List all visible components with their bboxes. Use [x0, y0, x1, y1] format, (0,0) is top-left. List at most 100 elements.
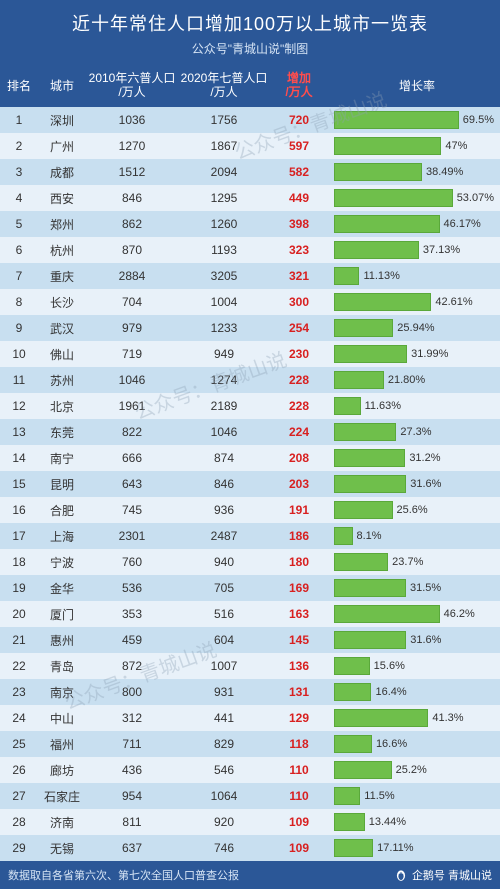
- cell-pop2020: 705: [178, 581, 270, 595]
- cell-increase: 321: [270, 269, 328, 283]
- cell-pop2010: 2884: [86, 269, 178, 283]
- cell-increase: 398: [270, 217, 328, 231]
- rate-label: 41.3%: [432, 712, 463, 724]
- cell-pop2010: 643: [86, 477, 178, 491]
- cell-rate: 17.11%: [328, 839, 500, 857]
- rate-bar: [334, 215, 440, 233]
- table-row: 28济南81192010913.44%: [0, 809, 500, 835]
- rate-label: 11.63%: [365, 400, 402, 412]
- cell-pop2010: 719: [86, 347, 178, 361]
- table-row: 13东莞822104622427.3%: [0, 419, 500, 445]
- cell-city: 深圳: [38, 112, 86, 129]
- cell-increase: 118: [270, 737, 328, 751]
- cell-city: 石家庄: [38, 788, 86, 805]
- cell-rate: 23.7%: [328, 553, 500, 571]
- table-header: 排名 城市 2010年六普人口 /万人 2020年七普人口 /万人 增加 /万人…: [0, 63, 500, 107]
- cell-rank: 13: [0, 425, 38, 439]
- cell-city: 南宁: [38, 450, 86, 467]
- cell-city: 杭州: [38, 242, 86, 259]
- table-row: 3成都1512209458238.49%: [0, 159, 500, 185]
- cell-rate: 31.6%: [328, 631, 500, 649]
- cell-rank: 2: [0, 139, 38, 153]
- rate-bar: [334, 267, 359, 285]
- col-header-2020: 2020年七普人口 /万人: [178, 71, 270, 100]
- cell-increase: 449: [270, 191, 328, 205]
- cell-rate: 25.94%: [328, 319, 500, 337]
- rate-bar: [334, 735, 372, 753]
- cell-pop2020: 920: [178, 815, 270, 829]
- cell-pop2020: 2189: [178, 399, 270, 413]
- cell-pop2010: 312: [86, 711, 178, 725]
- cell-rate: 27.3%: [328, 423, 500, 441]
- cell-city: 无锡: [38, 840, 86, 857]
- cell-rate: 38.49%: [328, 163, 500, 181]
- cell-increase: 228: [270, 373, 328, 387]
- cell-increase: 203: [270, 477, 328, 491]
- cell-increase: 597: [270, 139, 328, 153]
- cell-increase: 720: [270, 113, 328, 127]
- rate-label: 53.07%: [457, 192, 494, 204]
- cell-rank: 28: [0, 815, 38, 829]
- rate-bar: [334, 371, 384, 389]
- cell-increase: 582: [270, 165, 328, 179]
- cell-rate: 25.2%: [328, 761, 500, 779]
- cell-pop2010: 979: [86, 321, 178, 335]
- cell-pop2010: 2301: [86, 529, 178, 543]
- rate-label: 31.2%: [409, 452, 440, 464]
- rate-bar: [334, 709, 428, 727]
- table-row: 22青岛872100713615.6%: [0, 653, 500, 679]
- rate-bar: [334, 553, 388, 571]
- cell-pop2010: 862: [86, 217, 178, 231]
- footer: 数据取自各省第六次、第七次全国人口普查公报 企鹅号 青城山说: [0, 861, 500, 889]
- rate-label: 25.2%: [396, 764, 427, 776]
- cell-rank: 9: [0, 321, 38, 335]
- rate-bar: [334, 345, 407, 363]
- cell-pop2020: 2094: [178, 165, 270, 179]
- cell-rate: 53.07%: [328, 189, 500, 207]
- cell-rate: 37.13%: [328, 241, 500, 259]
- cell-pop2010: 745: [86, 503, 178, 517]
- cell-pop2010: 666: [86, 451, 178, 465]
- cell-increase: 129: [270, 711, 328, 725]
- cell-pop2020: 936: [178, 503, 270, 517]
- cell-pop2010: 1270: [86, 139, 178, 153]
- rate-bar: [334, 657, 370, 675]
- cell-pop2020: 604: [178, 633, 270, 647]
- rate-label: 11.5%: [364, 790, 394, 802]
- cell-city: 昆明: [38, 476, 86, 493]
- cell-pop2010: 870: [86, 243, 178, 257]
- cell-pop2010: 872: [86, 659, 178, 673]
- cell-city: 佛山: [38, 346, 86, 363]
- cell-rank: 26: [0, 763, 38, 777]
- rate-bar: [334, 839, 373, 857]
- rate-label: 17.11%: [377, 842, 414, 854]
- footer-brand: 企鹅号 青城山说: [394, 867, 492, 883]
- cell-city: 宁波: [38, 554, 86, 571]
- rate-label: 37.13%: [423, 244, 460, 256]
- rate-bar: [334, 475, 406, 493]
- table-row: 17上海230124871868.1%: [0, 523, 500, 549]
- rate-bar: [334, 683, 371, 701]
- cell-rate: 16.4%: [328, 683, 500, 701]
- rate-label: 23.7%: [392, 556, 423, 568]
- cell-city: 郑州: [38, 216, 86, 233]
- cell-increase: 169: [270, 581, 328, 595]
- rate-label: 21.80%: [388, 374, 425, 386]
- rate-bar: [334, 319, 393, 337]
- rate-bar: [334, 293, 431, 311]
- cell-rate: 31.99%: [328, 345, 500, 363]
- cell-rate: 25.6%: [328, 501, 500, 519]
- cell-pop2010: 536: [86, 581, 178, 595]
- rate-label: 31.5%: [410, 582, 441, 594]
- cell-pop2010: 436: [86, 763, 178, 777]
- cell-increase: 110: [270, 789, 328, 803]
- cell-rate: 13.44%: [328, 813, 500, 831]
- cell-rank: 20: [0, 607, 38, 621]
- rate-label: 27.3%: [400, 426, 431, 438]
- cell-rate: 69.5%: [328, 111, 500, 129]
- table-row: 29无锡63774610917.11%: [0, 835, 500, 861]
- cell-rank: 6: [0, 243, 38, 257]
- page-subtitle: 公众号"青城山说"制图: [0, 40, 500, 57]
- cell-rate: 15.6%: [328, 657, 500, 675]
- table-body: 1深圳1036175672069.5%2广州1270186759747%3成都1…: [0, 107, 500, 861]
